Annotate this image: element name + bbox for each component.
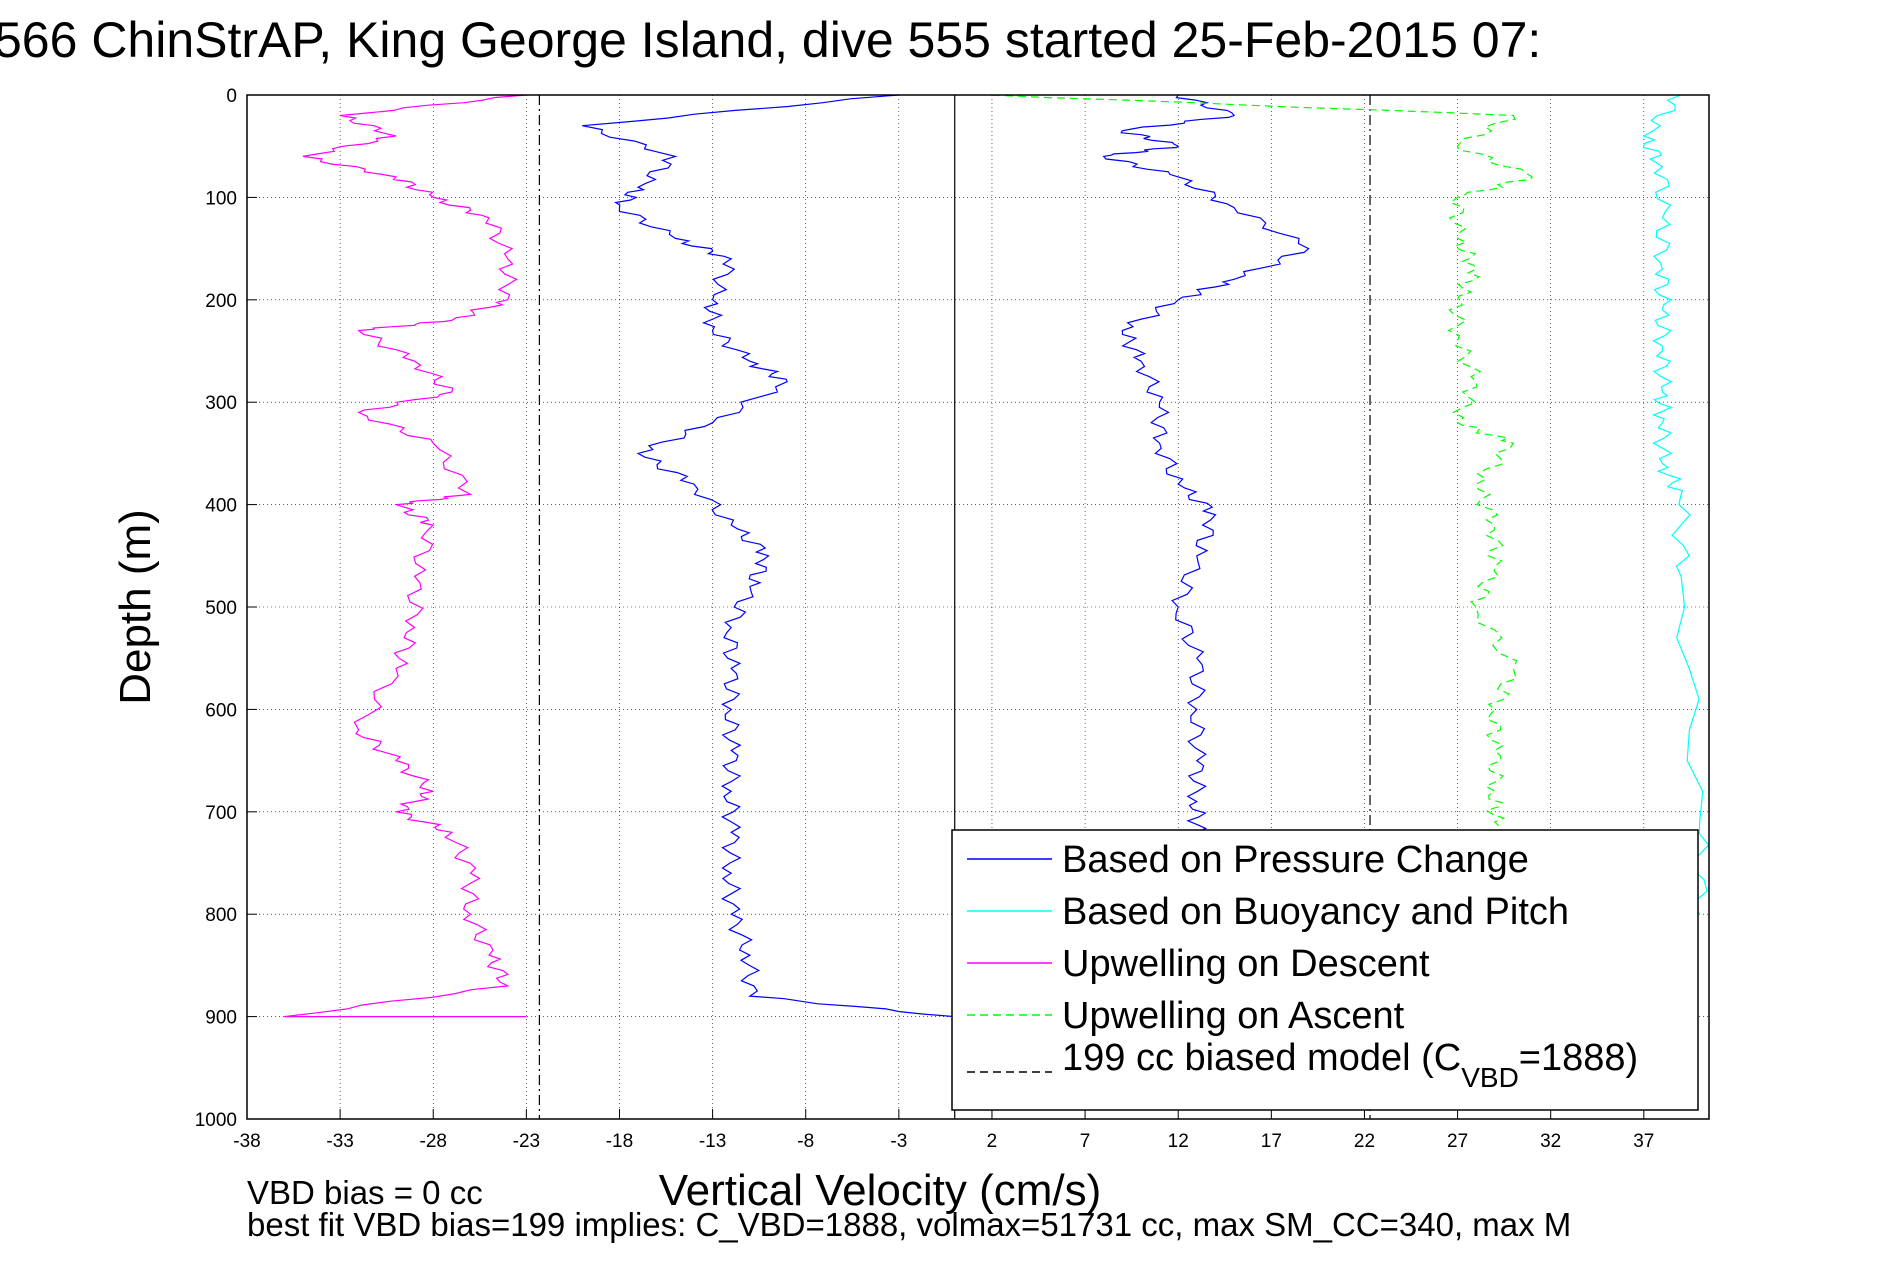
series-line <box>284 94 527 1018</box>
x-tick-label: 12 <box>1168 1131 1189 1152</box>
y-tick-label: 1000 <box>195 1110 237 1131</box>
x-tick-label: -8 <box>797 1131 814 1152</box>
y-tick-label: 400 <box>205 496 237 517</box>
x-tick-label: 17 <box>1261 1131 1282 1152</box>
x-tick-label: -28 <box>420 1131 447 1152</box>
series-line <box>1642 94 1710 915</box>
legend-label-buoyancy: Based on Buoyancy and Pitch <box>1062 891 1569 933</box>
x-tick-label: 7 <box>1080 1131 1091 1152</box>
vbd-bias-note: VBD bias = 0 cc <box>247 1174 483 1211</box>
legend-label-pressure: Based on Pressure Change <box>1062 839 1529 881</box>
y-tick-label: 0 <box>226 86 237 107</box>
x-axis-label: Vertical Velocity (cm/s) <box>659 1166 1102 1215</box>
y-tick-label: 500 <box>205 598 237 619</box>
legend-model-subscript: VBD <box>1461 1062 1519 1093</box>
y-tick-label: 700 <box>205 803 237 824</box>
x-tick-label: -33 <box>326 1131 353 1152</box>
x-tick-label: -18 <box>606 1131 633 1152</box>
legend-label-ascent: Upwelling on Ascent <box>1062 995 1405 1037</box>
y-tick-label: 900 <box>205 1008 237 1029</box>
legend: Based on Pressure Change Based on Buoyan… <box>951 829 1699 1111</box>
y-tick-label: 200 <box>205 291 237 312</box>
y-tick-label: 300 <box>205 393 237 414</box>
legend-model-prefix: 199 cc biased model (C <box>1062 1037 1461 1079</box>
x-tick-label: -3 <box>890 1131 907 1152</box>
y-axis-label: Depth (m) <box>111 509 160 705</box>
x-tick-label: 37 <box>1633 1131 1654 1152</box>
legend-label-model: 199 cc biased model (CVBD=1888) <box>1062 1037 1638 1093</box>
x-tick-label: 32 <box>1540 1131 1561 1152</box>
legend-box <box>951 829 1699 1111</box>
series-line <box>1102 94 1310 874</box>
axis-ticks: -38 -33 -28 -23 -18 -13 -8 -3 2 7 12 17 22 27 32 370100… <box>195 86 1655 1152</box>
x-tick-label: -13 <box>699 1131 726 1152</box>
x-tick-label: -38 <box>233 1131 260 1152</box>
x-tick-label: -23 <box>513 1131 540 1152</box>
chart-title: 566 ChinStrAP, King George Island, dive … <box>0 12 1541 68</box>
x-tick-label: 22 <box>1354 1131 1375 1152</box>
series-line <box>582 94 955 1018</box>
best-fit-note: best fit VBD bias=199 implies: C_VBD=188… <box>247 1206 1571 1243</box>
x-tick-label: 2 <box>987 1131 998 1152</box>
x-tick-label: 27 <box>1447 1131 1468 1152</box>
legend-model-suffix: =1888) <box>1519 1037 1638 1079</box>
series-lines <box>284 94 1710 1018</box>
y-tick-label: 100 <box>205 188 237 209</box>
y-tick-label: 800 <box>205 905 237 926</box>
series-line <box>991 94 1533 915</box>
y-tick-label: 600 <box>205 700 237 721</box>
legend-label-descent: Upwelling on Descent <box>1062 943 1430 985</box>
